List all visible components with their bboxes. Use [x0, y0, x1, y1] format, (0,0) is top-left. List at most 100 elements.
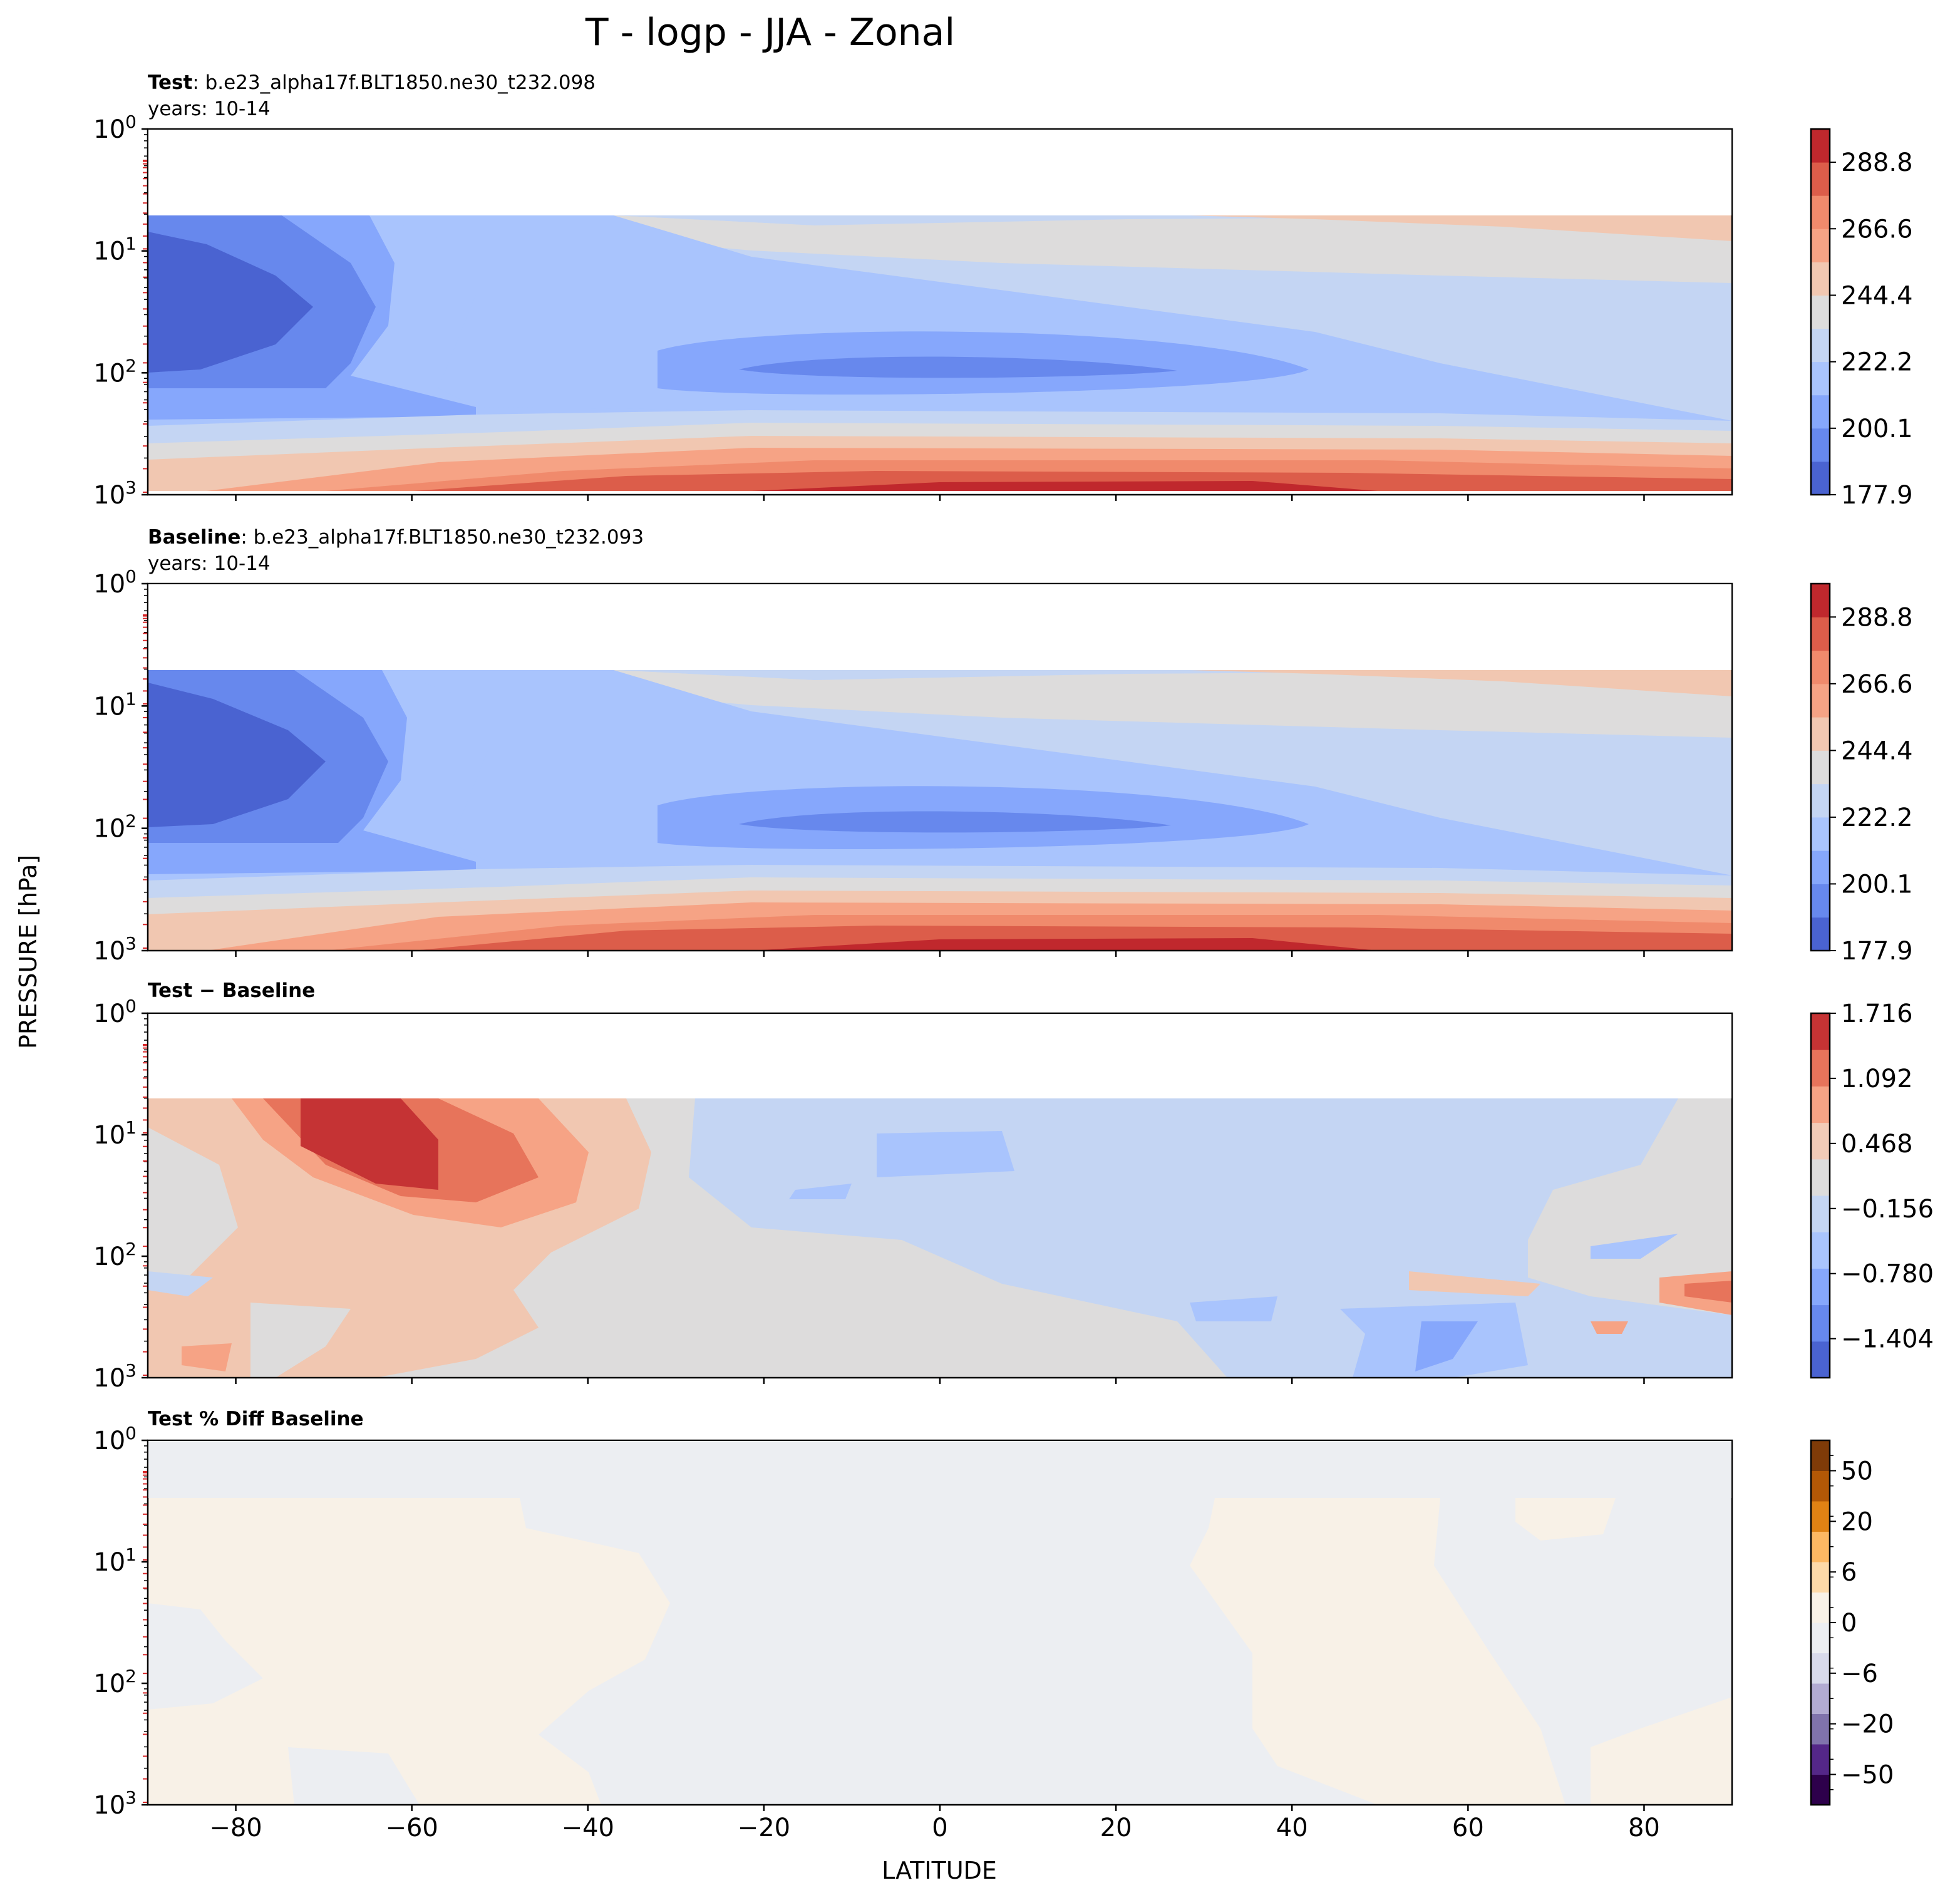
y-tick-exponent: 1 [125, 688, 137, 709]
panel-title-bold: Test − Baseline [148, 979, 315, 1002]
plot-cover [148, 130, 1731, 215]
colorbar-frame [1810, 582, 1831, 952]
colorbar-segment [1811, 1268, 1830, 1306]
colorbar-segment [1811, 428, 1830, 462]
x-tick-label: −40 [562, 1814, 614, 1842]
panel-title: Test: b.e23_alpha17f.BLT1850.ne30_t232.0… [148, 71, 596, 94]
y-tick-exponent: 2 [125, 355, 137, 376]
panel-title-bold: Baseline [148, 526, 240, 549]
x-tick-label: −20 [738, 1814, 790, 1842]
contour-field [148, 670, 1732, 951]
colorbar: 50 20 6 0 −6 −20 −50 [1810, 1439, 1894, 1806]
plot-cover [148, 1441, 1731, 1498]
contour-band [1190, 215, 1732, 241]
y-tick-label: 101 [93, 688, 137, 721]
colorbar-segment [1811, 1159, 1830, 1196]
contour-band [751, 938, 1378, 951]
colorbar-segment [1811, 650, 1830, 684]
contour-band [250, 1303, 351, 1378]
x-tick-label: −60 [385, 1814, 438, 1842]
panel-title-bold: Test % Diff Baseline [148, 1408, 364, 1430]
y-tick-exponent: 1 [125, 1117, 137, 1138]
colorbar-segment [1811, 1013, 1830, 1050]
colorbar-segment [1811, 717, 1830, 751]
colorbar-segment [1811, 617, 1830, 651]
colorbar-segment [1811, 783, 1830, 818]
contour-band [1190, 670, 1732, 696]
colorbar-segment [1811, 1653, 1830, 1684]
y-tick-label: 100 [93, 566, 137, 599]
colorbar-segment [1811, 1531, 1830, 1562]
colorbar-segment [1811, 1713, 1830, 1745]
y-tick-base: 10 [93, 692, 125, 721]
colorbar-segment [1811, 1232, 1830, 1269]
y-tick-label: 101 [93, 1117, 137, 1150]
y-tick-exponent: 0 [125, 1423, 137, 1443]
contour-band [182, 1343, 232, 1371]
x-tick-label: 60 [1452, 1814, 1484, 1842]
panel-title-rest: : b.e23_alpha17f.BLT1850.ne30_t232.098 [192, 71, 596, 94]
colorbar-segment [1811, 461, 1830, 495]
x-tick-label: 20 [1100, 1814, 1132, 1842]
contour-band [148, 1603, 263, 1710]
y-tick-exponent: 0 [125, 996, 137, 1016]
colorbar-frame [1810, 128, 1831, 496]
y-tick-base: 10 [93, 1670, 125, 1698]
colorbar-segment [1811, 1440, 1830, 1471]
contour-band [288, 1747, 420, 1805]
panel-title: Test % Diff Baseline [148, 1408, 364, 1430]
y-tick-base: 10 [93, 815, 125, 844]
x-tick-label: 40 [1276, 1814, 1308, 1842]
colorbars-layer: 288.8 266.6 244.4 222.2 200.1 177.9 288.8 266.6… [1810, 128, 1934, 1806]
contour-field [148, 1498, 1732, 1805]
panel-title: Test − Baseline [148, 979, 315, 1002]
colorbar-tick-label: −6 [1841, 1660, 1878, 1688]
colorbar-tick-label: −50 [1841, 1761, 1894, 1790]
axes-layer: 1001011021031001011021031001011021031001… [93, 111, 1660, 1842]
colorbar-tick-label: −20 [1841, 1710, 1894, 1739]
y-tick-label: 101 [93, 234, 137, 266]
colorbar-tick-label: 50 [1841, 1457, 1873, 1486]
y-tick-base: 10 [93, 1427, 125, 1455]
colorbar-segment [1811, 1774, 1830, 1805]
colorbar-segment [1811, 1195, 1830, 1232]
panel-baseline: Baseline: b.e23_alpha17f.BLT1850.ne30_t2… [147, 526, 1733, 952]
panel-difference: Test − Baseline [147, 979, 1733, 1379]
y-tick-exponent: 3 [125, 1787, 137, 1808]
y-tick-base: 10 [93, 1242, 125, 1271]
colorbar-segment [1811, 1470, 1830, 1502]
contour-band [877, 1131, 1014, 1177]
colorbar-tick-label: 0 [1841, 1609, 1857, 1638]
colorbar-segment [1811, 1122, 1830, 1160]
colorbar-segment [1811, 1683, 1830, 1714]
y-tick-exponent: 2 [125, 1666, 137, 1686]
panel-test: Test: b.e23_alpha17f.BLT1850.ne30_t232.0… [147, 71, 1733, 496]
y-tick-exponent: 3 [125, 477, 137, 498]
contour-band [413, 926, 1732, 951]
y-tick-base: 10 [93, 359, 125, 388]
y-tick-base: 10 [93, 237, 125, 266]
y-tick-exponent: 3 [125, 933, 137, 954]
contour-band [739, 356, 1177, 378]
colorbar-tick-label: 266.6 [1841, 215, 1913, 244]
colorbar-segment [1811, 1304, 1830, 1342]
colorbar-tick-label: −0.156 [1841, 1195, 1934, 1224]
colorbar-segment [1811, 917, 1830, 951]
colorbar-tick-label: −0.780 [1841, 1260, 1934, 1289]
contour-field [148, 1098, 1732, 1378]
contour-band [1409, 1271, 1540, 1296]
y-tick-label: 100 [93, 1423, 137, 1455]
y-tick-base: 10 [93, 1791, 125, 1820]
y-tick-exponent: 2 [125, 1239, 137, 1259]
y-tick-base: 10 [93, 999, 125, 1028]
y-tick-label: 102 [93, 1666, 137, 1698]
y-tick-label: 103 [93, 933, 137, 966]
y-tick-base: 10 [93, 115, 125, 144]
y-tick-base: 10 [93, 1548, 125, 1577]
colorbar-segment [1811, 295, 1830, 329]
contour-band [148, 1498, 670, 1805]
